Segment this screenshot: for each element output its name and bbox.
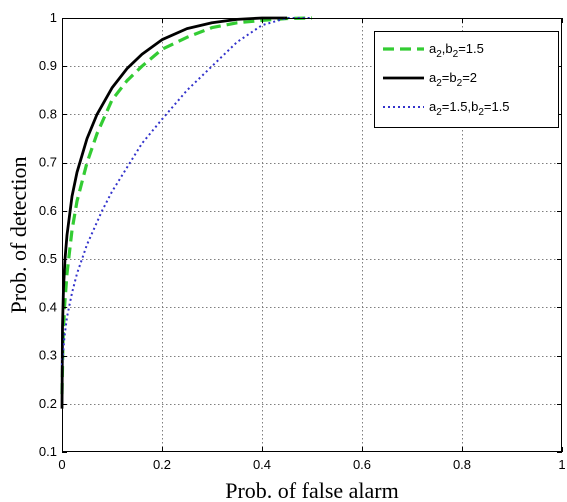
legend-subscript: 2 (436, 49, 442, 60)
x-tick-label: 0.4 (253, 457, 271, 472)
series-line-1 (60, 16, 313, 395)
legend-text-part: ,b (442, 41, 453, 56)
y-tick-label: 0.1 (39, 444, 57, 459)
x-tick-label: 0 (58, 457, 65, 472)
x-tick-label: 0.2 (153, 457, 171, 472)
y-tick-label: 1 (50, 10, 57, 25)
legend-label-3: a2=1.5,b2=1.5 (429, 99, 510, 118)
plot-frame (62, 18, 562, 452)
legend-text-part: a (429, 99, 437, 114)
legend-subscript: 2 (436, 107, 442, 118)
series-line-2 (60, 16, 287, 409)
y-tick-label: 0.9 (39, 58, 57, 73)
x-tick-label: 0.8 (453, 457, 471, 472)
tick-marks (62, 18, 563, 453)
legend-label-1: a2,b2=1.5 (429, 41, 484, 60)
legend-text-part: a (429, 70, 437, 85)
legend-text-part: a (429, 41, 437, 56)
legend-subscript: 2 (453, 49, 459, 60)
legend-subscript: 2 (436, 78, 442, 89)
x-tick-label: 0.6 (353, 457, 371, 472)
legend: a2,b2=1.5a2=b2=2a2=1.5,b2=1.5 (374, 31, 559, 128)
legend-text-part: =1.5 (484, 99, 510, 114)
legend-label-2: a2=b2=2 (429, 70, 477, 89)
legend-text-part: =1.5 (458, 41, 484, 56)
y-tick-labels: 0.1 0.2 0.3 0.4 0.5 0.6 0.7 0.8 0.9 1 (39, 10, 57, 459)
y-tick-label: 0.4 (39, 299, 57, 314)
y-tick-label: 0.7 (39, 155, 57, 170)
x-tick-label: 1 (558, 457, 565, 472)
legend-text-part: =b (442, 70, 457, 85)
y-tick-label: 0.6 (39, 203, 57, 218)
y-tick-label: 0.5 (39, 251, 57, 266)
y-tick-label: 0.8 (39, 106, 57, 121)
series-line-3 (61, 17, 312, 366)
legend-text-part: =1.5,b (442, 99, 479, 114)
legend-subscript: 2 (457, 78, 463, 89)
y-tick-label: 0.3 (39, 348, 57, 363)
series-group (60, 16, 313, 409)
legend-text-part: =2 (462, 70, 477, 85)
x-tick-labels: 0 0.2 0.4 0.6 0.8 1 (58, 457, 565, 472)
x-axis-label: Prob. of false alarm (225, 478, 399, 502)
y-axis-label: Prob. of detection (6, 156, 31, 313)
y-tick-label: 0.2 (39, 396, 57, 411)
legend-subscript: 2 (478, 107, 484, 118)
